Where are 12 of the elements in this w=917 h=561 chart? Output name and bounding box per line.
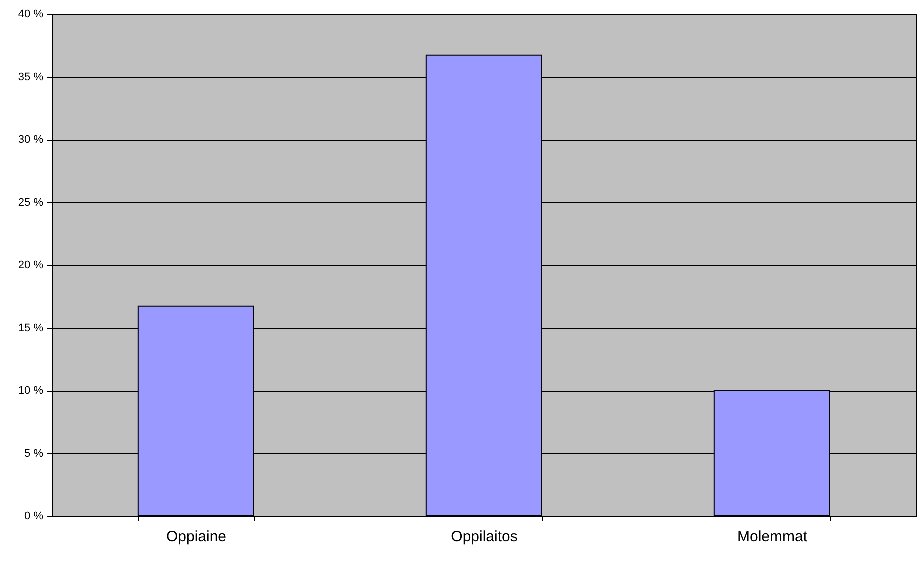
x-tick-label: Oppiaine bbox=[166, 528, 227, 546]
y-tick-label: 30 % bbox=[18, 134, 44, 146]
y-tick-label: 0 % bbox=[24, 510, 44, 522]
y-tick-label: 35 % bbox=[18, 71, 44, 84]
y-tick-label: 20 % bbox=[18, 260, 44, 272]
y-tick-label: 5 % bbox=[24, 448, 44, 460]
y-tick-label: 10 % bbox=[18, 385, 44, 397]
y-tick-label: 15 % bbox=[18, 322, 44, 334]
y-tick-label: 25 % bbox=[18, 196, 44, 209]
y-tick-label: 40 % bbox=[18, 8, 44, 20]
x-tick-label: Molemmat bbox=[737, 528, 808, 546]
x-tick-label: Oppilaitos bbox=[451, 528, 518, 546]
